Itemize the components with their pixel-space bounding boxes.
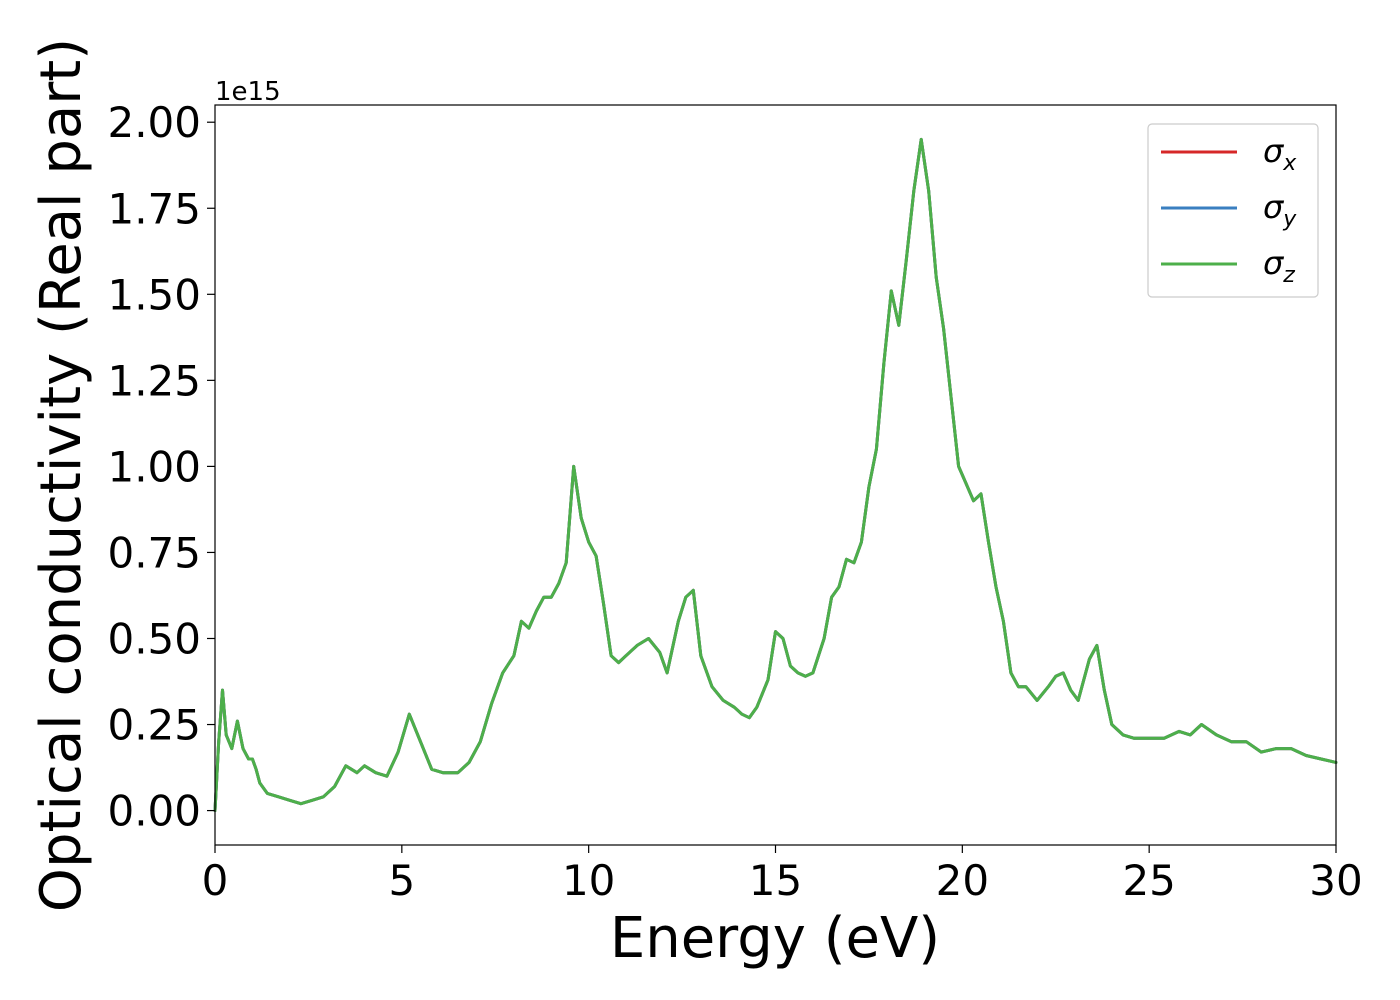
x-axis-ticks: 0 5 10 15 20 25 30 <box>202 845 1363 905</box>
y-tick-label: 1.75 <box>107 184 201 233</box>
x-tick-label: 0 <box>202 856 229 905</box>
y-tick-label: 1.50 <box>107 270 201 319</box>
legend-box <box>1147 123 1319 298</box>
plot-lines <box>213 137 1338 813</box>
y-tick-label: 0.00 <box>107 787 201 836</box>
y-tick-label: 0.25 <box>107 701 201 750</box>
x-tick-label: 20 <box>936 856 989 905</box>
y-tick-label: 1.25 <box>107 356 201 405</box>
y-tick-label: 0.75 <box>107 528 201 577</box>
y-tick-label: 1.00 <box>107 442 201 491</box>
y-axis-label: Optical conductivity (Real part) <box>29 38 94 912</box>
y-axis-ticks: 0.00 0.25 0.50 0.75 1.00 1.25 1.50 1.75 2.00 <box>107 98 215 836</box>
x-tick-label: 10 <box>562 856 615 905</box>
y-tick-label: 2.00 <box>107 98 201 147</box>
y-offset-label: 1e15 <box>215 77 281 107</box>
x-tick-label: 15 <box>749 856 802 905</box>
series-line-sigma-z <box>213 137 1338 813</box>
x-axis-label: Energy (eV) <box>610 906 940 971</box>
y-tick-label: 0.50 <box>107 614 201 663</box>
x-tick-label: 25 <box>1122 856 1175 905</box>
x-tick-label: 30 <box>1309 856 1362 905</box>
x-tick-label: 5 <box>388 856 415 905</box>
